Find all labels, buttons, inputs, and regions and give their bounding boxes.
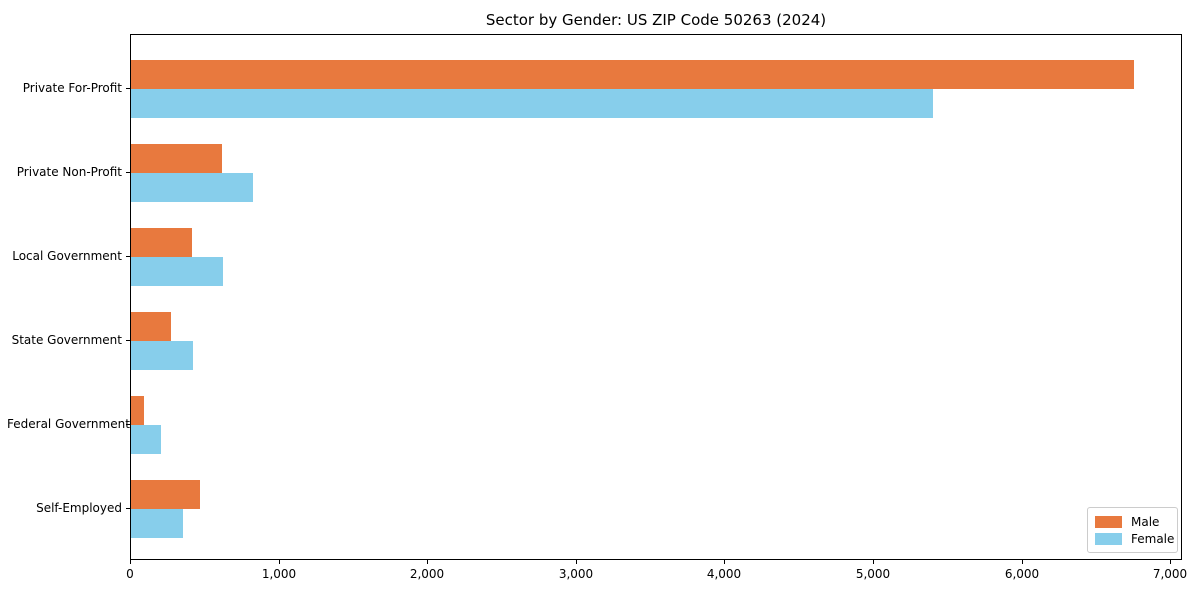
x-tick-mark: [873, 560, 874, 564]
x-tick-label-3000: 3,000: [558, 567, 594, 581]
bar-male-federal-government: [131, 396, 144, 425]
x-tick-label-5000: 5,000: [855, 567, 891, 581]
chart-title: Sector by Gender: US ZIP Code 50263 (202…: [485, 11, 827, 29]
bar-female-state-government: [131, 341, 193, 370]
y-tick-label-private-non-profit: Private Non-Profit: [16, 165, 122, 179]
legend-swatch-female: [1095, 532, 1122, 545]
legend-label-female: Female: [1131, 531, 1175, 546]
x-tick-mark: [130, 560, 131, 564]
bar-male-state-government: [131, 312, 171, 341]
legend-label-male: Male: [1131, 514, 1160, 529]
y-tick-mark: [126, 88, 130, 89]
legend-swatch-male: [1095, 515, 1122, 528]
legend: Male Female: [1087, 507, 1178, 553]
y-tick-label-self-employed: Self-Employed: [36, 501, 122, 515]
bar-male-self-employed: [131, 480, 200, 509]
bar-male-private-non-profit: [131, 144, 222, 173]
legend-item-male: Male: [1095, 513, 1170, 530]
x-tick-mark: [724, 560, 725, 564]
plot-area: Male Female: [130, 34, 1182, 560]
x-tick-mark: [1022, 560, 1023, 564]
bar-male-local-government: [131, 228, 192, 257]
y-tick-mark: [126, 340, 130, 341]
bar-female-federal-government: [131, 425, 161, 454]
x-tick-label-0: 0: [126, 567, 134, 581]
y-tick-mark: [126, 256, 130, 257]
x-tick-label-6000: 6,000: [1004, 567, 1040, 581]
y-tick-label-private-for-profit: Private For-Profit: [22, 81, 122, 95]
y-tick-label-local-government: Local Government: [12, 249, 122, 263]
y-tick-label-state-government: State Government: [11, 333, 122, 347]
x-tick-mark: [427, 560, 428, 564]
bar-female-self-employed: [131, 509, 183, 538]
y-tick-mark: [126, 424, 130, 425]
bar-female-local-government: [131, 257, 223, 286]
x-tick-mark: [1170, 560, 1171, 564]
bar-female-private-non-profit: [131, 173, 253, 202]
bar-female-private-for-profit: [131, 89, 933, 118]
x-tick-label-7000: 7,000: [1152, 567, 1188, 581]
bar-male-private-for-profit: [131, 60, 1134, 89]
x-tick-label-4000: 4,000: [706, 567, 742, 581]
y-tick-mark: [126, 508, 130, 509]
x-tick-mark: [279, 560, 280, 564]
legend-item-female: Female: [1095, 530, 1174, 547]
y-tick-label-federal-government: Federal Government: [7, 417, 130, 431]
x-tick-mark: [576, 560, 577, 564]
y-tick-mark: [126, 172, 130, 173]
x-tick-label-1000: 1,000: [261, 567, 297, 581]
x-tick-label-2000: 2,000: [409, 567, 445, 581]
